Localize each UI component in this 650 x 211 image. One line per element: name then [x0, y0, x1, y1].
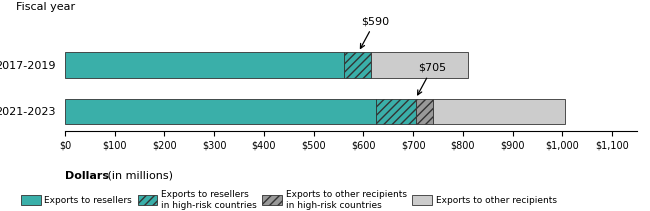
Text: $590: $590 — [361, 16, 389, 48]
Bar — [65, 52, 344, 78]
Legend: Exports to resellers, Exports to resellers
in high-risk countries, Exports to ot: Exports to resellers, Exports to reselle… — [21, 190, 556, 210]
Text: $705: $705 — [418, 63, 447, 95]
Text: Dollars: Dollars — [65, 171, 109, 181]
Bar — [376, 99, 415, 124]
Bar — [415, 99, 433, 124]
Bar — [344, 52, 371, 78]
Bar — [65, 99, 376, 124]
Bar — [371, 52, 468, 78]
Bar — [433, 99, 565, 124]
Text: (in millions): (in millions) — [104, 171, 173, 181]
Text: Fiscal year: Fiscal year — [16, 2, 75, 12]
